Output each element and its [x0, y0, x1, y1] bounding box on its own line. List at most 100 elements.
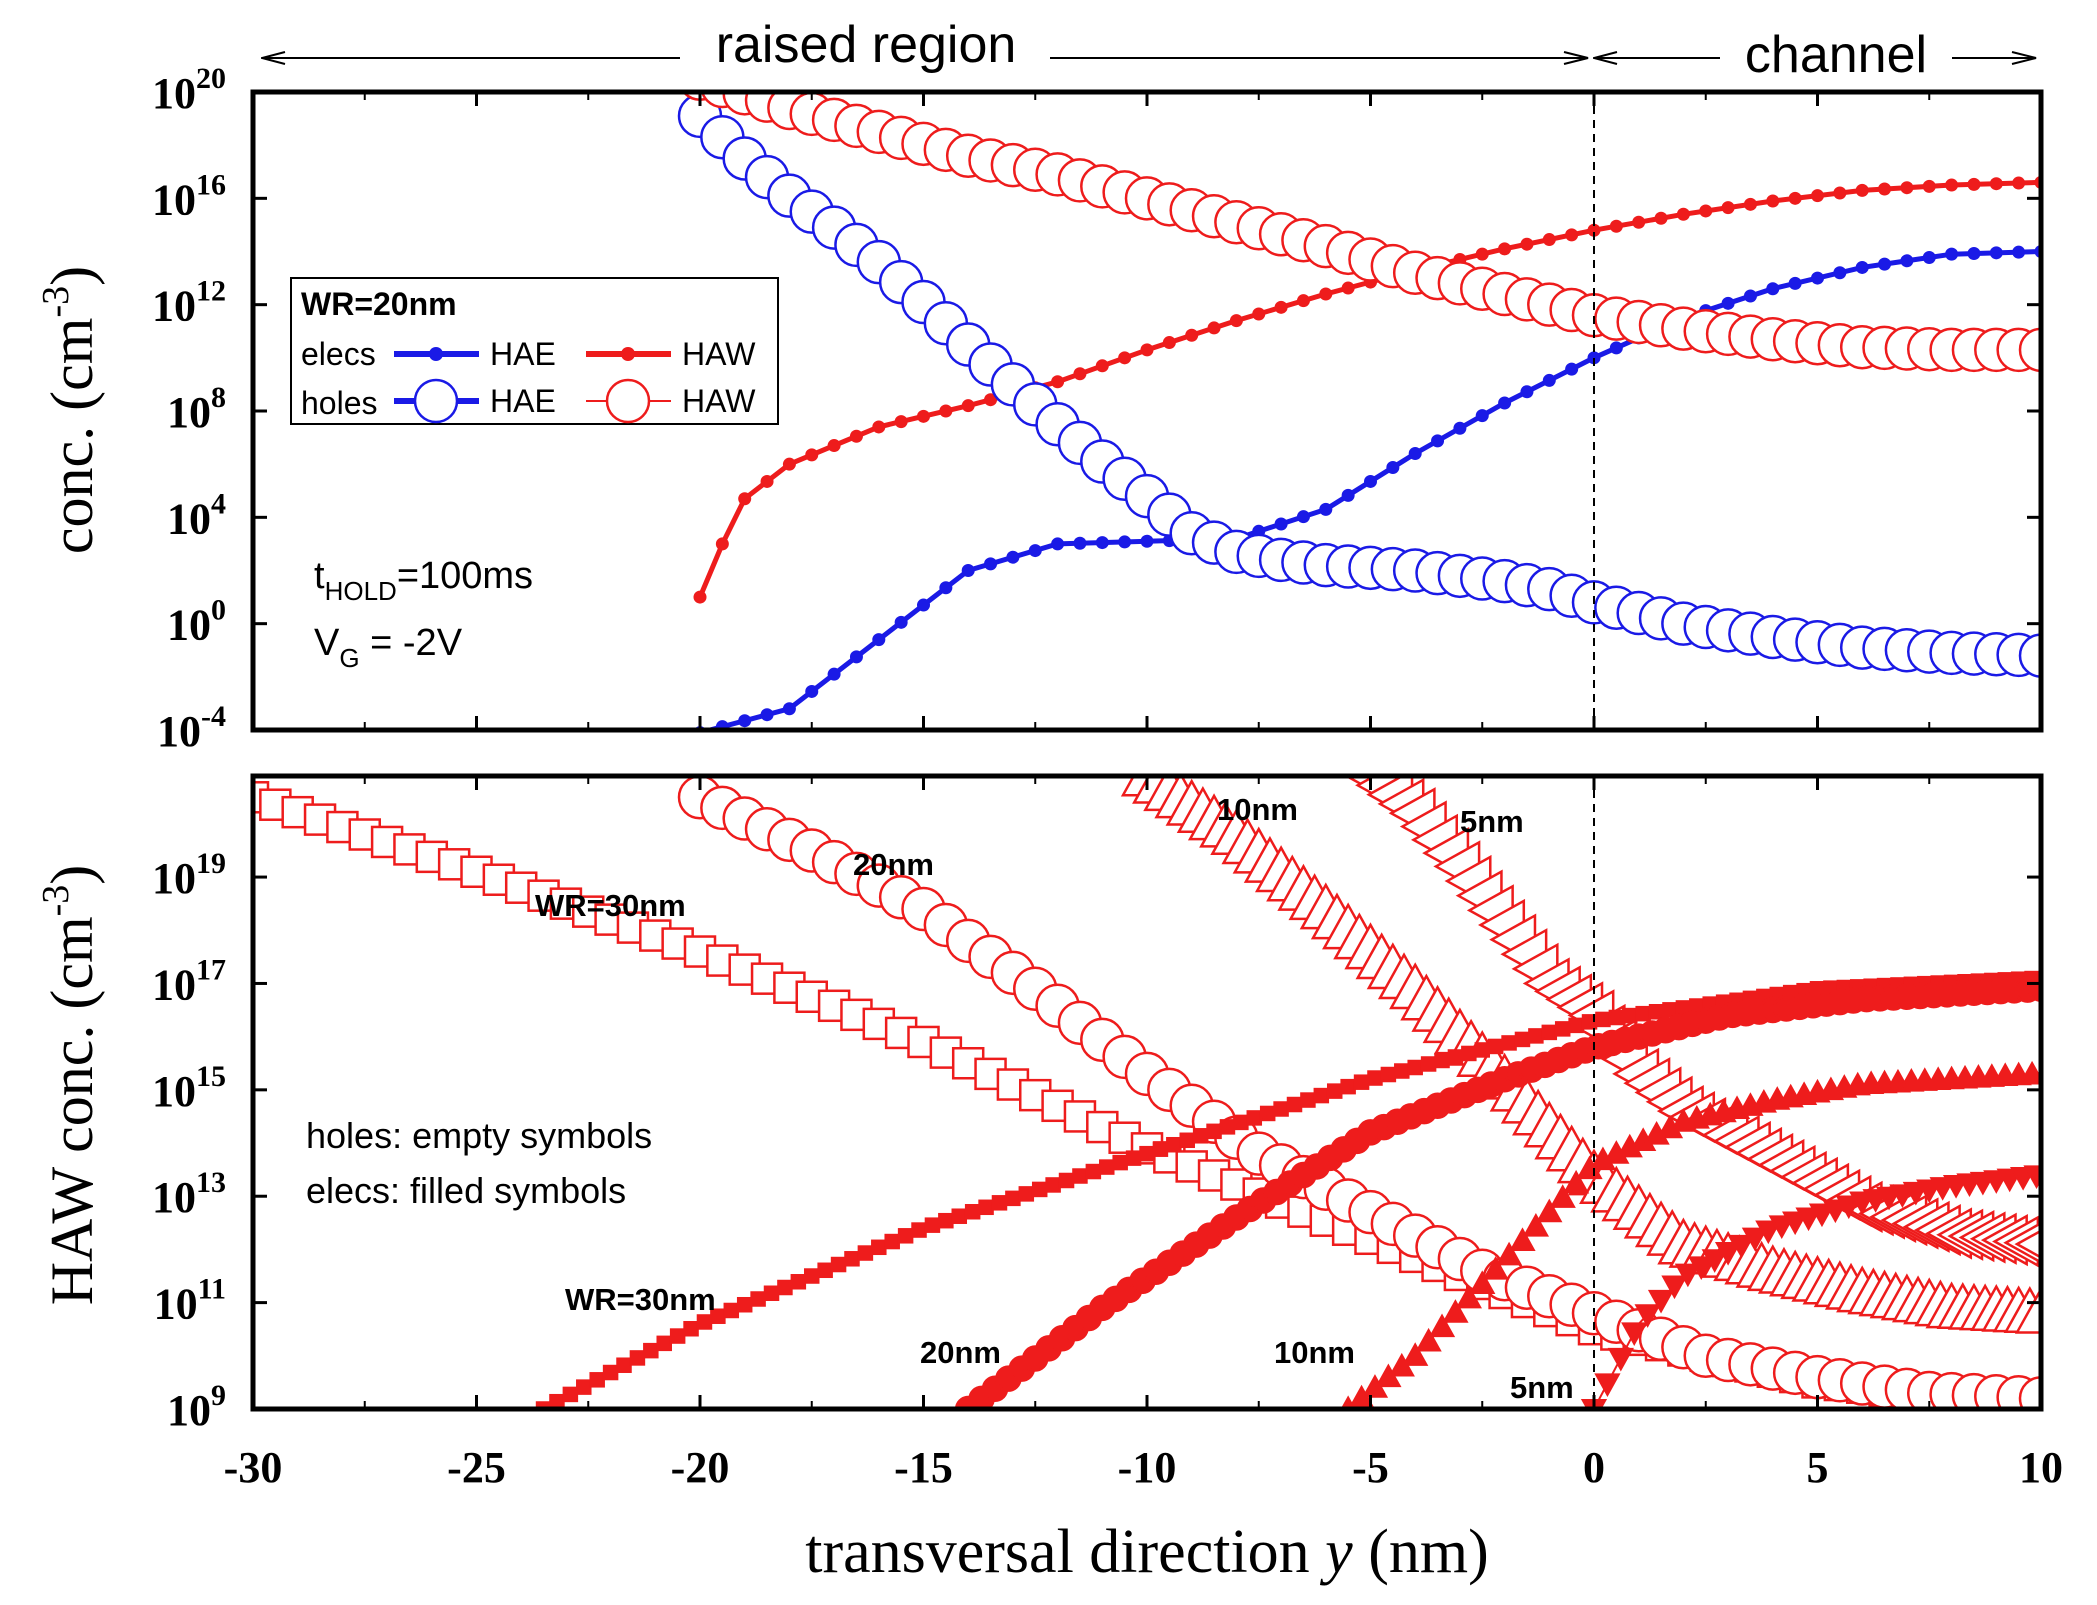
top-series-layer — [677, 92, 2041, 730]
series-point-elecs-wr-30nm — [669, 1328, 686, 1344]
series-point-elecs-wr-5nm — [1795, 1207, 1822, 1232]
series-point-elecs-wr-30nm — [656, 1335, 672, 1352]
series-point-elecs-hae — [827, 667, 841, 681]
series-point-elecs-haw — [984, 393, 998, 407]
series-point-elecs-hae — [1341, 488, 1355, 502]
series-point-holes-hae — [2018, 633, 2041, 678]
legend-elecs-hae-marker — [429, 347, 443, 361]
series-point-elecs-wr-30nm — [1353, 1074, 1370, 1090]
series-point-elecs-wr-30nm — [1286, 1096, 1303, 1113]
series-point-elecs-hae — [849, 650, 863, 664]
series-point-elecs-wr-30nm — [1219, 1119, 1236, 1135]
series-point-elecs-wr-30nm — [1447, 1049, 1464, 1065]
series-point-elecs-wr-30nm — [964, 1204, 981, 1220]
series-point-elecs-hae — [1006, 550, 1020, 564]
series-point-elecs-wr-30nm — [1528, 1028, 1544, 1044]
legend-haw-label-1: HAW — [682, 336, 756, 372]
series-point-elecs-wr-30nm — [763, 1285, 780, 1302]
label-elecs-wr20: 20nm — [920, 1335, 1001, 1370]
series-point-elecs-haw — [1587, 223, 1601, 237]
series-point-elecs-wr-30nm — [1635, 1005, 1651, 1022]
x-tick-label: -20 — [671, 1443, 730, 1492]
series-point-elecs-hae — [1833, 266, 1847, 280]
series-point-elecs-hae — [1408, 447, 1422, 461]
y-tick-label: 1012 — [152, 275, 226, 331]
series-point-elecs-haw — [1542, 233, 1556, 247]
series-point-elecs-hae — [1811, 271, 1824, 285]
series-point-elecs-hae — [1296, 510, 1310, 524]
series-point-elecs-haw — [1855, 183, 1869, 197]
series-point-elecs-wr-30nm — [1554, 1021, 1571, 1037]
legend-haw-label-2: HAW — [682, 383, 756, 419]
series-point-elecs-haw — [1498, 242, 1512, 256]
x-tick-labels: -30 -25 -20 -15 -10 -5 0 5 10 — [224, 1443, 2063, 1492]
series-point-elecs-haw — [1073, 367, 1087, 381]
series-point-elecs-hae — [1967, 246, 1981, 260]
series-point-elecs-wr-30nm — [1501, 1035, 1517, 1051]
series-point-elecs-haw — [693, 590, 707, 604]
series-point-elecs-wr-30nm — [938, 1212, 954, 1229]
series-point-elecs-haw — [1520, 237, 1534, 251]
series-point-elecs-hae — [939, 581, 953, 595]
bottom-y-tick-labels: 1019 1017 1015 1013 1011 109 — [152, 847, 2041, 1435]
series-point-elecs-haw — [1140, 343, 1154, 357]
x-tick-label: 10 — [2019, 1443, 2063, 1492]
series-point-elecs-wr-30nm — [951, 1208, 968, 1224]
series-point-elecs-wr-10nm — [1509, 1227, 1536, 1251]
series-point-elecs-wr-30nm — [562, 1386, 579, 1403]
series-point-elecs-haw — [1162, 336, 1176, 350]
series-point-elecs-hae — [1140, 534, 1154, 548]
series-point-elecs-wr-5nm — [1607, 1347, 1634, 1372]
series-point-elecs-wr-5nm — [1661, 1275, 1688, 1300]
label-elecs-wr10: 10nm — [1274, 1335, 1355, 1370]
series-point-elecs-wr-30nm — [830, 1256, 847, 1273]
series-point-elecs-hae — [1945, 247, 1959, 261]
x-tick-label: -30 — [224, 1443, 283, 1492]
series-point-elecs-wr-10nm — [1495, 1241, 1523, 1266]
series-point-elecs-wr-30nm — [844, 1251, 860, 1267]
top-panel: 1020 1016 1012 108 104 100 10-4 conc. (cm-3) W… — [35, 62, 2044, 756]
series-point-elecs-wr-30nm — [1608, 1009, 1625, 1026]
series-point-elecs-hae — [1431, 434, 1445, 448]
series-point-holes-wr-10nm — [2014, 1286, 2041, 1334]
series-point-elecs-wr-30nm — [1461, 1045, 1477, 1062]
series-point-elecs-hae — [1878, 257, 1892, 271]
series-point-elecs-hae — [1475, 409, 1489, 423]
series-point-elecs-wr-30nm — [1273, 1101, 1289, 1117]
series-point-elecs-wr-10nm — [1482, 1256, 1509, 1280]
y-tick-label: 1017 — [152, 953, 226, 1009]
series-point-elecs-haw — [1900, 181, 1914, 195]
series-point-elecs-wr-30nm — [1099, 1159, 1115, 1175]
raised-region-label: raised region — [716, 16, 1017, 74]
series-point-elecs-hae — [1386, 460, 1400, 474]
series-point-elecs-wr-30nm — [549, 1393, 565, 1409]
series-point-elecs-haw — [1207, 321, 1221, 335]
y-tick-label: 1013 — [152, 1166, 226, 1222]
series-point-elecs-haw — [1945, 178, 1959, 192]
series-point-elecs-wr-30nm — [1394, 1063, 1410, 1079]
series-point-elecs-wr-30nm — [1514, 1031, 1531, 1048]
series-point-elecs-haw — [760, 474, 774, 488]
series-elecs-wr-20nm — [954, 975, 2041, 1409]
series-point-elecs-wr-30nm — [535, 1401, 552, 1409]
series-holes-wr-20nm — [677, 776, 2041, 1409]
series-point-elecs-hae — [2012, 245, 2026, 259]
series-point-elecs-wr-5nm — [1728, 1234, 1755, 1259]
series-point-elecs-haw — [1475, 247, 1489, 261]
series-elecs-wr-5nm — [1580, 1165, 2041, 1409]
series-point-elecs-wr-30nm — [1662, 1002, 1678, 1018]
channel-label: channel — [1745, 26, 1927, 84]
series-point-elecs-haw — [1252, 307, 1266, 321]
series-point-elecs-wr-30nm — [602, 1364, 619, 1381]
bottom-panel: 1019 1017 1015 1013 1011 109 HAW conc. (cm-3)… — [35, 773, 2044, 1435]
series-point-elecs-wr-5nm — [1741, 1227, 1769, 1252]
series-point-elecs-haw — [1565, 228, 1579, 242]
series-point-elecs-wr-30nm — [1018, 1186, 1035, 1202]
series-elecs-wr-10nm — [1340, 1060, 2041, 1409]
series-point-elecs-wr-30nm — [884, 1233, 900, 1250]
series-point-elecs-hae — [805, 684, 819, 698]
series-point-elecs-haw — [849, 429, 863, 443]
legend-row-holes-label: holes — [301, 385, 378, 421]
series-point-elecs-wr-30nm — [1434, 1052, 1450, 1069]
series-point-elecs-haw — [1274, 300, 1288, 314]
